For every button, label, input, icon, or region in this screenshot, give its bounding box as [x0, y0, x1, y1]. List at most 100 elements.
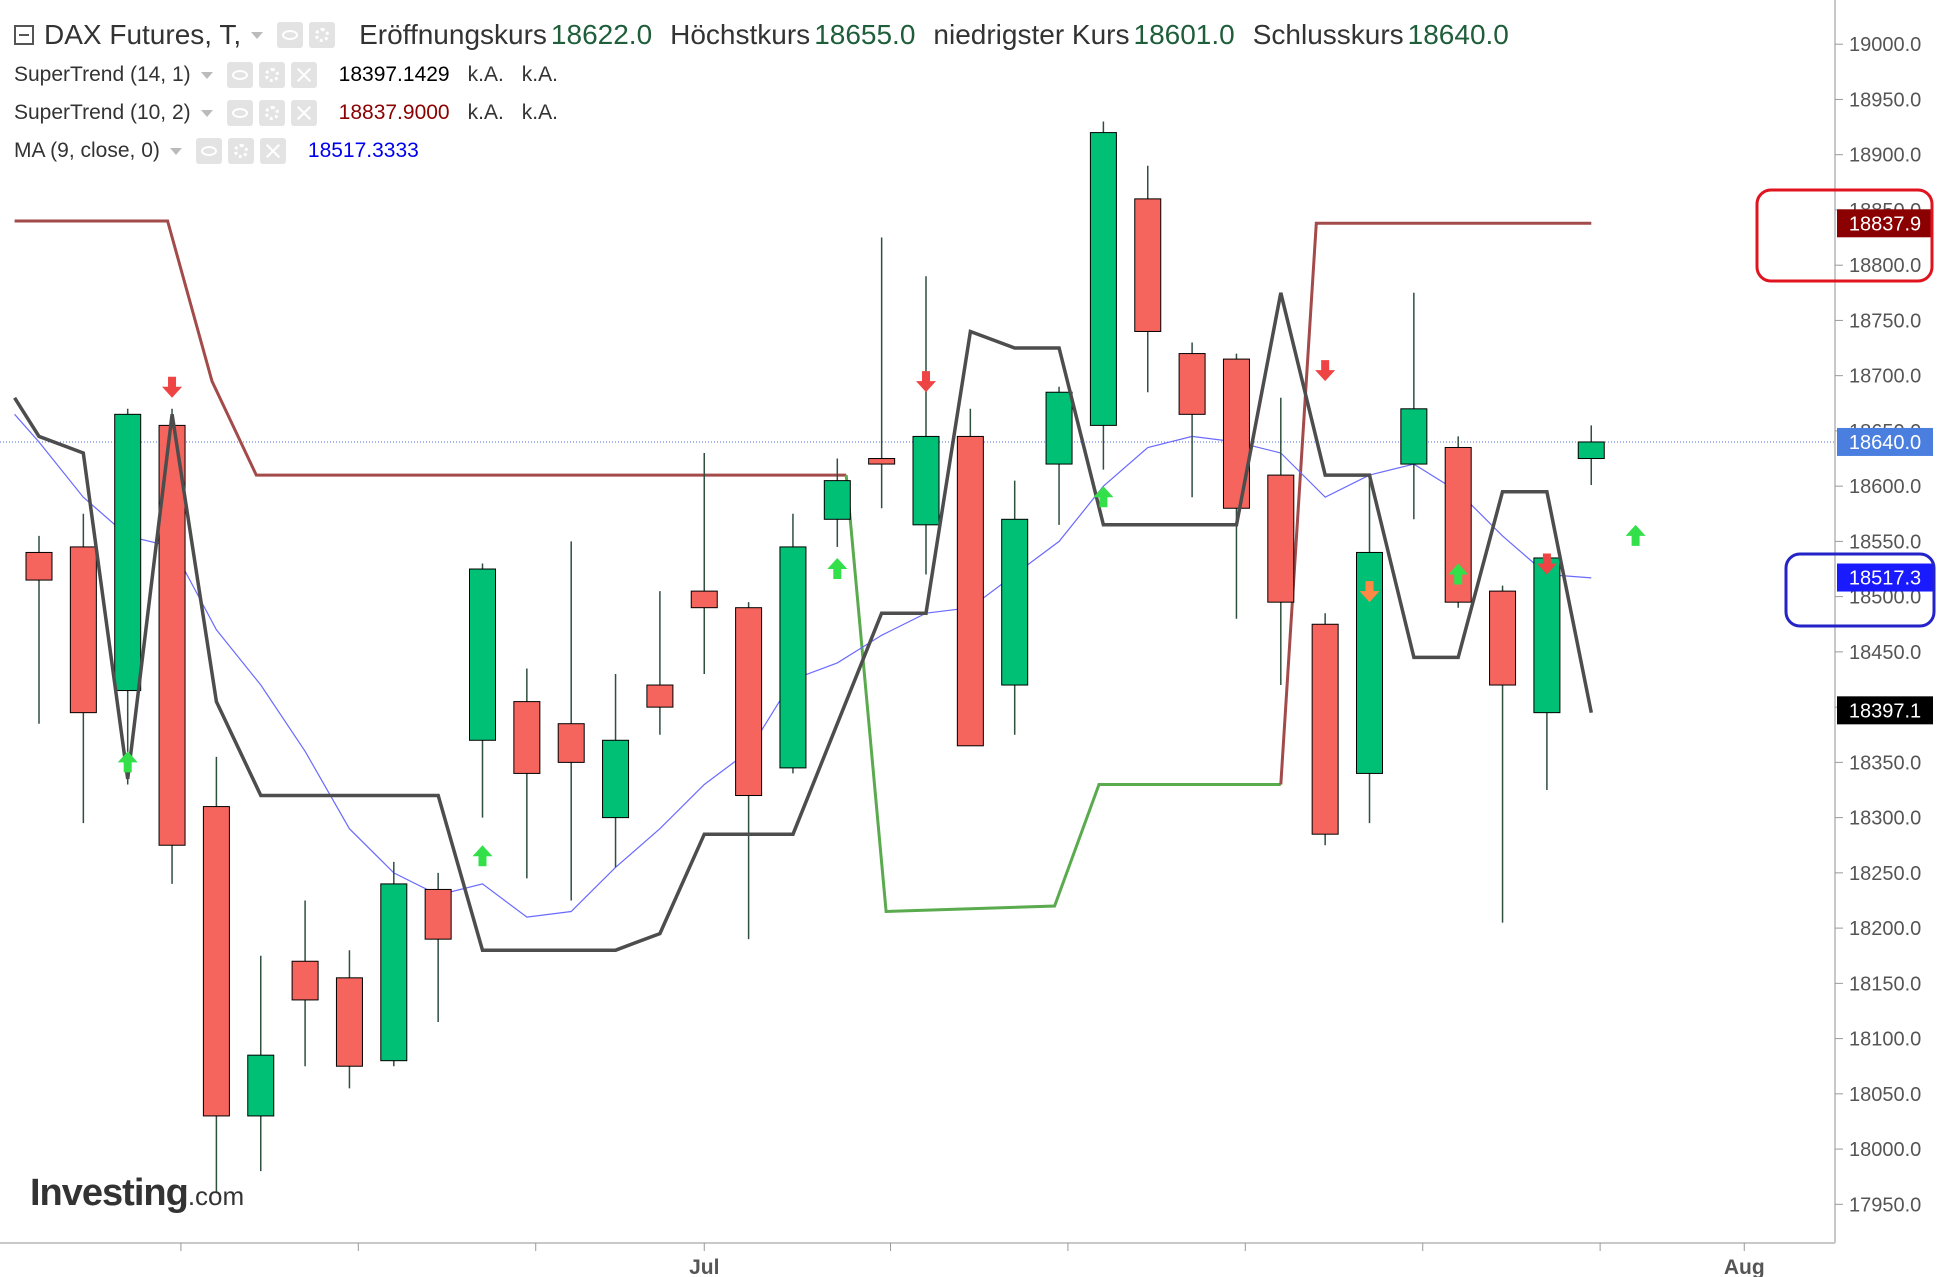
gear-icon[interactable] — [258, 100, 285, 126]
gear-icon[interactable] — [309, 22, 336, 48]
candle[interactable] — [291, 900, 319, 1067]
price-label: 18397.1 — [1837, 696, 1933, 725]
candle[interactable] — [779, 513, 807, 774]
candle[interactable] — [690, 453, 718, 674]
eye-icon[interactable] — [226, 100, 253, 126]
arrow-up-icon — [1625, 524, 1646, 546]
candle-body-down — [1267, 474, 1295, 603]
y-tick-label: 18250.0 — [1849, 863, 1921, 885]
time-axis[interactable]: Jul Aug — [180, 1243, 1765, 1277]
close-label: Schlusskurs — [1252, 19, 1404, 50]
candle-body-down — [1178, 353, 1206, 415]
indicator-value: 18837.9000 — [338, 101, 450, 124]
y-tick-label: 18700.0 — [1849, 366, 1921, 388]
blue-annotation-box — [1784, 552, 1936, 628]
candle[interactable] — [513, 668, 541, 879]
candle[interactable] — [1089, 121, 1117, 470]
high-label: Höchstkurs — [670, 19, 811, 50]
indicator-na: k.A. — [467, 101, 504, 124]
candle[interactable] — [380, 861, 408, 1067]
candle[interactable] — [1267, 397, 1295, 686]
candle[interactable] — [646, 591, 674, 735]
eye-icon[interactable] — [226, 62, 253, 88]
chevron-down-icon[interactable] — [200, 109, 213, 117]
y-tick-label: 18200.0 — [1849, 918, 1921, 940]
candle[interactable] — [247, 955, 275, 1172]
candle[interactable] — [868, 237, 896, 509]
candle-body-up — [1089, 132, 1117, 426]
candle-body-up — [1577, 441, 1605, 460]
gear-icon[interactable] — [227, 138, 254, 164]
eye-icon[interactable] — [195, 138, 222, 164]
candle[interactable] — [25, 535, 53, 724]
x-tick-label: Aug — [1724, 1256, 1765, 1277]
price-label-bg — [1837, 427, 1933, 456]
candle[interactable] — [557, 541, 585, 901]
arrow-up-icon — [1448, 563, 1469, 585]
y-tick-label: 18800.0 — [1849, 255, 1921, 277]
candle-body-up — [1533, 557, 1561, 714]
candle[interactable] — [1533, 557, 1561, 790]
y-tick-label: 18600.0 — [1849, 476, 1921, 498]
candle-body-down — [646, 684, 674, 708]
candle-body-down — [69, 546, 97, 714]
candle[interactable] — [1134, 165, 1162, 393]
close-icon[interactable] — [290, 62, 317, 88]
legend-supertrend-10-2: SuperTrend (10, 2) 18837.9000 k.A. k.A. — [14, 94, 1509, 132]
candle[interactable] — [1045, 386, 1073, 525]
candle-body-down — [735, 607, 763, 797]
price-label-bg — [1837, 696, 1933, 725]
supertrend-10-2-support — [844, 474, 1281, 914]
y-tick-label: 19000.0 — [1849, 34, 1921, 56]
candle[interactable] — [735, 602, 763, 940]
candle[interactable] — [202, 756, 230, 1194]
candle[interactable] — [424, 872, 452, 1023]
y-tick-label: 18000.0 — [1849, 1139, 1921, 1161]
open-value: 18622.0 — [550, 19, 653, 50]
candle[interactable] — [158, 408, 186, 884]
candle[interactable] — [1400, 292, 1428, 520]
candle[interactable] — [602, 673, 630, 868]
low-value: 18601.0 — [1133, 19, 1235, 50]
candle-body-up — [247, 1054, 275, 1117]
price-label-text: 18397.1 — [1849, 700, 1921, 722]
indicator-na: k.A. — [521, 63, 558, 86]
gear-icon[interactable] — [258, 62, 285, 88]
candle[interactable] — [69, 513, 97, 824]
candle[interactable] — [823, 458, 851, 547]
candle-body-down — [202, 806, 230, 1117]
candle[interactable] — [956, 408, 984, 747]
close-icon[interactable] — [290, 100, 317, 126]
chevron-down-icon[interactable] — [251, 31, 264, 39]
candlestick-series[interactable] — [25, 121, 1605, 1194]
candle[interactable] — [1178, 342, 1206, 498]
candle-body-up — [779, 546, 807, 769]
candle[interactable] — [469, 563, 496, 818]
candle[interactable] — [1311, 613, 1339, 846]
arrow-up-icon — [827, 558, 848, 580]
candle[interactable] — [1001, 480, 1029, 735]
indicator-na: k.A. — [467, 63, 504, 86]
candle[interactable] — [114, 408, 142, 785]
eye-icon[interactable] — [277, 22, 304, 48]
chevron-down-icon[interactable] — [200, 71, 213, 79]
candle[interactable] — [335, 950, 363, 1089]
collapse-icon[interactable] — [14, 25, 34, 45]
candle[interactable] — [1356, 475, 1383, 824]
y-tick-label: 18500.0 — [1849, 587, 1921, 609]
chevron-down-icon[interactable] — [169, 147, 182, 155]
symbol-title: DAX Futures, T, — [44, 19, 242, 50]
y-tick-label: 18750.0 — [1849, 310, 1921, 332]
candle[interactable] — [912, 276, 940, 575]
close-icon[interactable] — [259, 138, 286, 164]
candle[interactable] — [1577, 425, 1605, 486]
indicator-value: 18517.3333 — [307, 139, 419, 162]
candle-body-down — [424, 888, 452, 940]
arrow-down-icon — [1536, 553, 1557, 575]
high-value: 18655.0 — [814, 19, 916, 50]
y-tick-label: 18550.0 — [1849, 531, 1921, 553]
candle-body-down — [1311, 623, 1339, 835]
price-label-text: 18837.9 — [1849, 213, 1921, 235]
candle[interactable] — [1489, 585, 1517, 923]
